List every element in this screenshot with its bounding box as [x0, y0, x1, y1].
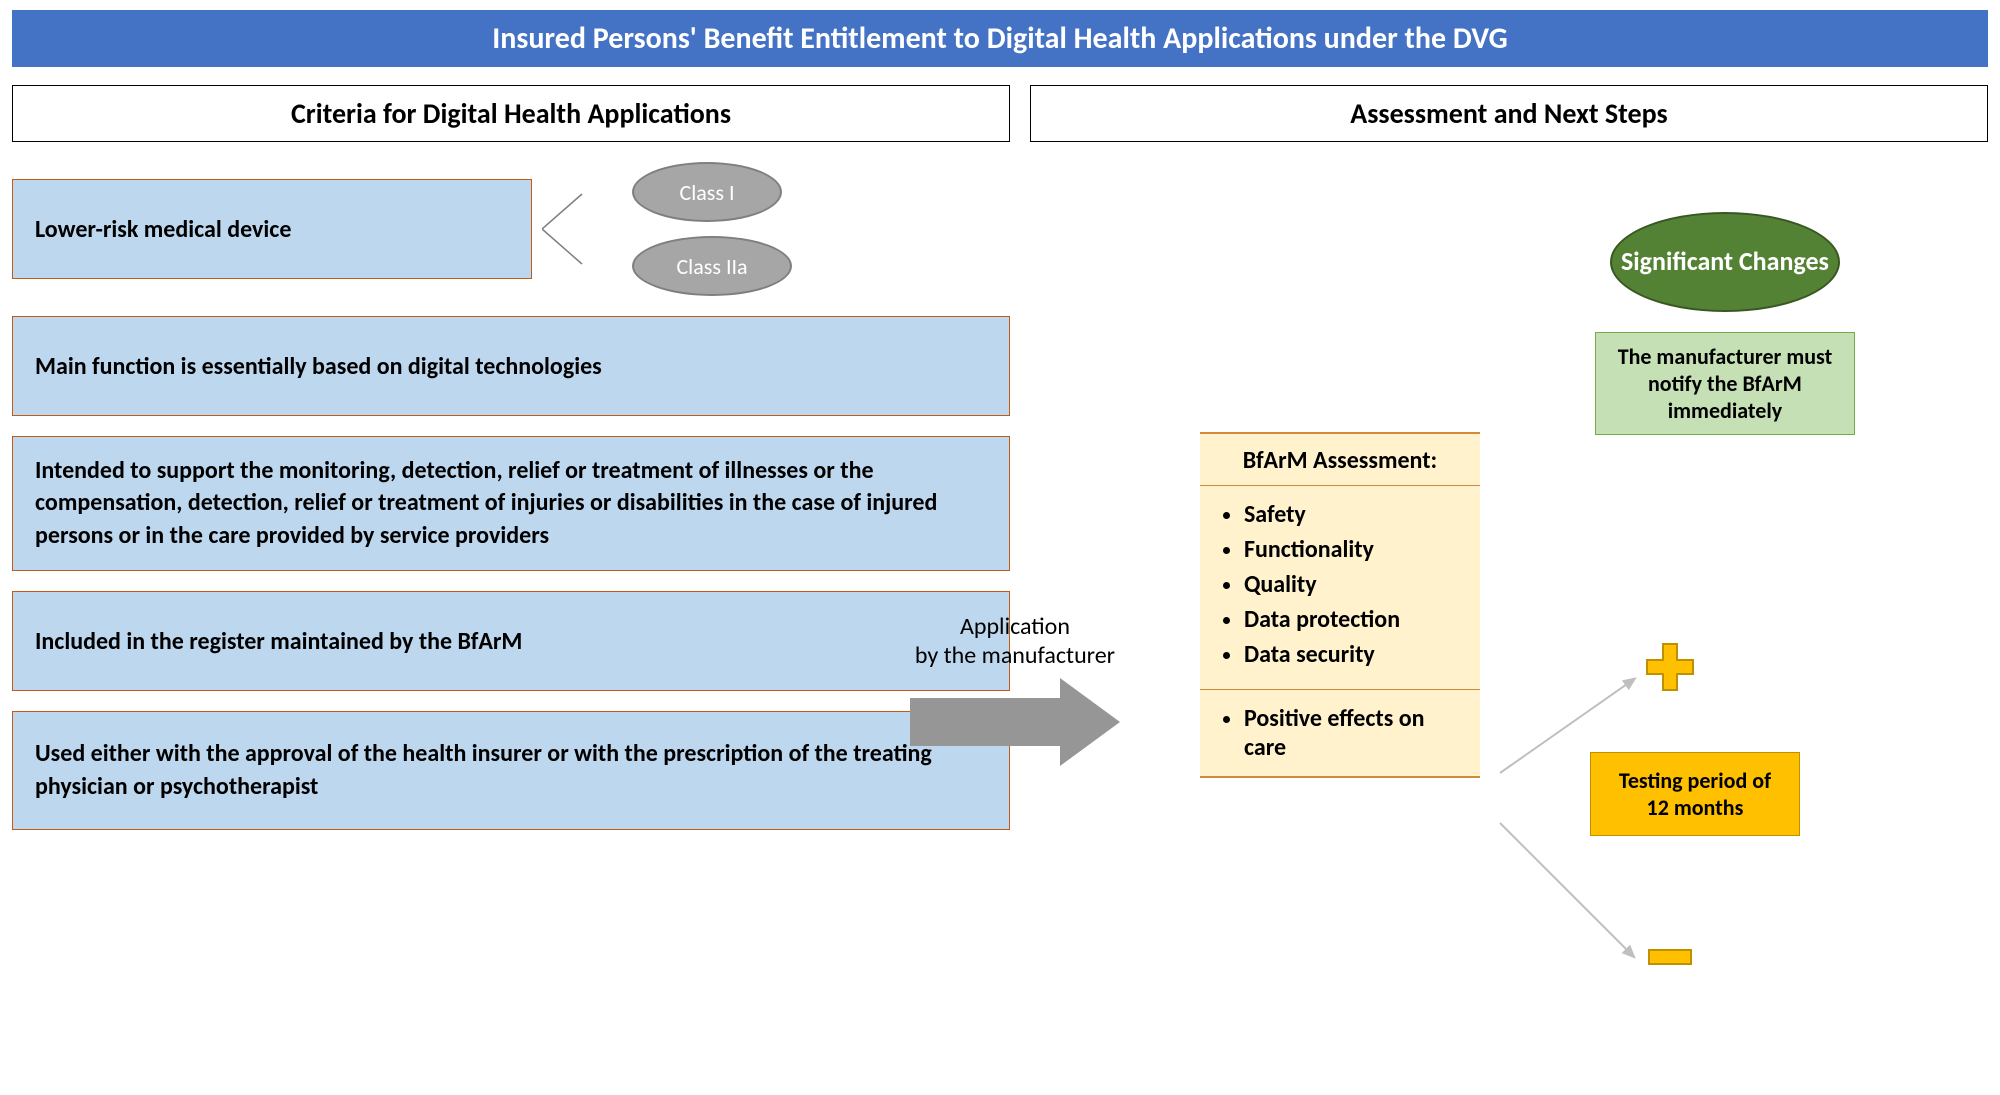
assessment-title: BfArM Assessment:: [1200, 434, 1480, 486]
assessment-item-data-protection: Data protection: [1244, 605, 1470, 634]
criteria-box-3: Intended to support the monitoring, dete…: [12, 436, 1010, 571]
arrow-label: Application by the manufacturer: [915, 612, 1115, 670]
significant-changes-ellipse: Significant Changes: [1610, 212, 1840, 312]
assessment-item-functionality: Functionality: [1244, 535, 1470, 564]
criteria-box-5: Used either with the approval of the hea…: [12, 711, 1010, 830]
criteria-box-1: Lower-risk medical device: [12, 179, 532, 279]
block-arrow-icon: [910, 678, 1120, 766]
criteria-box-4: Included in the register maintained by t…: [12, 591, 1010, 691]
criteria-column: Lower-risk medical device Class I Class …: [12, 142, 1010, 1042]
page-title: Insured Persons' Benefit Entitlement to …: [12, 10, 1988, 67]
criteria-row-1: Lower-risk medical device Class I Class …: [12, 162, 1010, 296]
class-2a-ellipse: Class IIa: [632, 236, 792, 296]
arrow-label-line1: Application: [915, 612, 1115, 641]
thin-arrow-down: [1499, 822, 1635, 958]
assessment-item-safety: Safety: [1244, 500, 1470, 529]
right-column-header: Assessment and Next Steps: [1030, 85, 1988, 142]
column-headers: Criteria for Digital Health Applications…: [12, 85, 1988, 142]
assessment-item-positive-effects: Positive effects on care: [1244, 704, 1470, 762]
plus-icon: [1645, 642, 1695, 692]
assessment-positive: Positive effects on care: [1200, 690, 1480, 776]
criteria-box-2: Main function is essentially based on di…: [12, 316, 1010, 416]
class-1-ellipse: Class I: [632, 162, 782, 222]
fork-lines: [542, 164, 622, 294]
arrow-label-line2: by the manufacturer: [915, 641, 1115, 670]
assessment-list: Safety Functionality Quality Data protec…: [1200, 486, 1480, 690]
minus-icon: [1645, 932, 1695, 982]
main-content: Lower-risk medical device Class I Class …: [12, 142, 1988, 1042]
assessment-column: Application by the manufacturer BfArM As…: [1030, 142, 1988, 1042]
assessment-item-data-security: Data security: [1244, 640, 1470, 669]
assessment-box: BfArM Assessment: Safety Functionality Q…: [1200, 432, 1480, 778]
testing-period-box: Testing period of 12 months: [1590, 752, 1800, 836]
application-arrow-block: Application by the manufacturer: [910, 612, 1120, 766]
assessment-item-quality: Quality: [1244, 570, 1470, 599]
class-ellipses: Class I Class IIa: [632, 162, 792, 296]
left-column-header: Criteria for Digital Health Applications: [12, 85, 1010, 142]
notify-box: The manufacturer must notify the BfArM i…: [1595, 332, 1855, 435]
